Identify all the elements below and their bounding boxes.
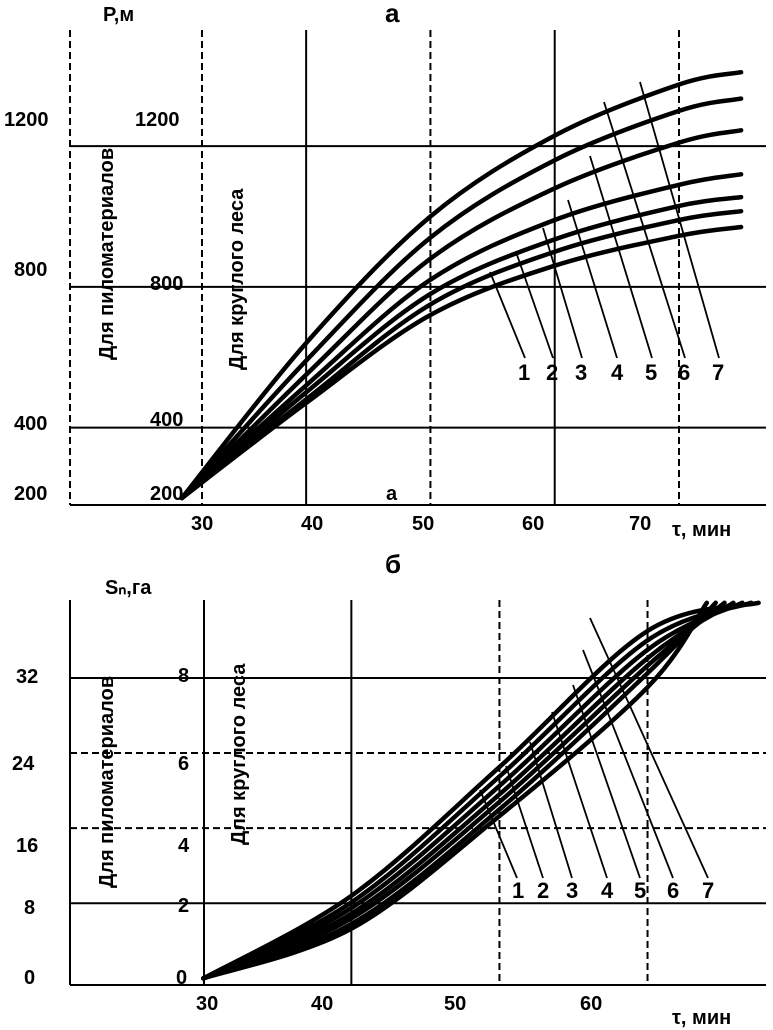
panel-a-caption-sawn-timber: Для пиломатериалов xyxy=(96,148,118,360)
panel-a-ytick-left: 200 xyxy=(14,483,47,505)
panel-a-ytick-inner: 1200 xyxy=(135,109,180,131)
panel-a-xtick: 50 xyxy=(412,513,434,535)
panel-b-curve-label: 4 xyxy=(601,878,614,903)
panel-b-ytick-left: 32 xyxy=(16,666,38,688)
panel-b-ytick-inner: 2 xyxy=(178,895,189,917)
panel-b-y-label: Sₙ,га xyxy=(105,577,152,599)
panel-a-curve-label: 7 xyxy=(712,360,724,385)
panel-a-xtick: 40 xyxy=(301,513,323,535)
panel-b-curve-label: 2 xyxy=(537,878,549,903)
panel-b-x-label: τ, мин xyxy=(672,1007,731,1029)
panel-a-curve-4 xyxy=(179,172,744,501)
panel-a-leader-line xyxy=(567,199,618,359)
panel-b-caption-sawn-timber: Для пиломатериалов xyxy=(96,676,118,888)
panel-b-curve-label: 1 xyxy=(512,878,524,903)
panel-a-curve-7 xyxy=(179,69,744,501)
panel-a: P,м а τ, мин а Для пиломатериалов Для кр… xyxy=(4,0,766,541)
panel-b-title: б xyxy=(385,549,401,579)
panel-b-xtick: 60 xyxy=(580,993,602,1015)
panel-a-curve-label: 6 xyxy=(678,360,690,385)
panel-b-xtick: 50 xyxy=(444,993,466,1015)
panel-a-curve-label: 1 xyxy=(518,360,530,385)
panel-a-ytick-left: 400 xyxy=(14,413,47,435)
panel-b-curve-label: 5 xyxy=(634,878,646,903)
panel-b-curve-2 xyxy=(201,600,718,981)
panel-a-curve-3 xyxy=(179,194,744,501)
panel-b-xtick: 30 xyxy=(196,993,218,1015)
panel-b-curve-label: 3 xyxy=(566,878,578,903)
panel-b-curve-3 xyxy=(201,600,727,981)
panel-b-ytick-inner: 4 xyxy=(178,835,190,857)
panel-a-curve-label: 3 xyxy=(575,360,587,385)
panel-a-ytick-inner: 200 xyxy=(150,483,183,505)
panel-b-ytick-inner: 6 xyxy=(178,753,189,775)
panel-a-gridlines xyxy=(70,30,766,505)
panel-b-xtick: 40 xyxy=(311,993,333,1015)
panel-a-xtick: 60 xyxy=(522,513,544,535)
panel-b-ytick-inner: 8 xyxy=(178,665,189,687)
panel-b-leader-line xyxy=(582,649,674,879)
panel-b-curve-6 xyxy=(201,600,754,981)
panel-a-leader-line xyxy=(515,251,554,359)
panel-a-ytick-inner: 800 xyxy=(150,273,183,295)
panel-a-curve-label: 2 xyxy=(546,360,558,385)
panel-a-curve-label: 4 xyxy=(611,360,624,385)
panel-b-ytick-inner: 0 xyxy=(176,967,187,989)
panel-a-x-label: τ, мин xyxy=(672,519,731,541)
panel-a-point-marker: а xyxy=(386,483,398,505)
panel-b-ytick-left: 16 xyxy=(16,835,38,857)
panel-a-curve-label: 5 xyxy=(645,360,657,385)
panel-b-ytick-left: 0 xyxy=(24,967,35,989)
panel-a-xtick: 30 xyxy=(191,513,213,535)
panel-a-leader-line xyxy=(589,155,653,359)
panel-b-curve-label: 7 xyxy=(702,878,714,903)
panel-a-y-label: P,м xyxy=(103,4,134,26)
panel-a-leader-line xyxy=(542,227,583,359)
panel-b-curve-5 xyxy=(201,600,745,981)
panel-a-title: а xyxy=(385,0,400,28)
panel-a-ytick-left: 800 xyxy=(14,259,47,281)
panel-a-curve-5 xyxy=(179,128,744,501)
panel-b-curves xyxy=(201,600,761,981)
panel-a-ytick-inner: 400 xyxy=(150,409,183,431)
panel-b-curve-label: 6 xyxy=(667,878,679,903)
panel-b-curve-7 xyxy=(201,600,761,981)
panel-b-ytick-left: 24 xyxy=(12,753,35,775)
panel-b-ytick-left: 8 xyxy=(24,897,35,919)
panel-b-leader-line xyxy=(529,741,573,879)
panel-a-leader-line xyxy=(603,101,686,359)
panel-a-caption-round-timber: Для круглого леса xyxy=(226,188,248,370)
panel-b-curve-4 xyxy=(201,600,736,981)
panel-b-curve-1 xyxy=(201,600,710,981)
panel-a-ytick-left: 1200 xyxy=(4,109,49,131)
panel-a-curve-2 xyxy=(179,208,744,501)
panel-a-curves xyxy=(179,69,744,501)
panel-b: Sₙ,га б τ, мин Для пиломатериалов Для кр… xyxy=(12,549,766,1029)
panel-a-xtick: 70 xyxy=(629,513,651,535)
panel-a-curve-6 xyxy=(179,96,744,501)
